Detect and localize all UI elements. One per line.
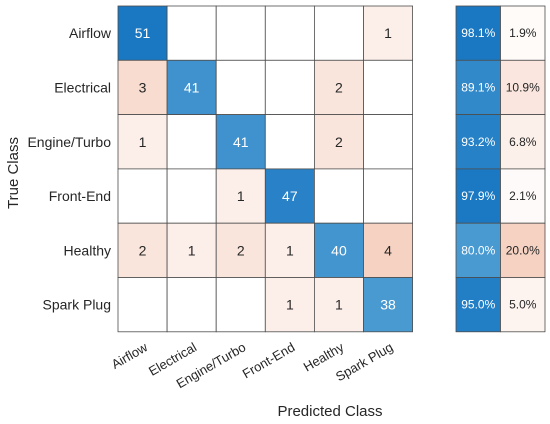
matrix-cell (117, 277, 168, 333)
matrix-cell-value: 41 (233, 134, 249, 150)
matrix-cell (166, 114, 217, 170)
summary-true-positive-rate: 80.0% (461, 243, 495, 257)
matrix-cell (363, 222, 413, 278)
column-label: Front-End (240, 339, 298, 381)
matrix-cell (166, 5, 217, 61)
matrix-cell (264, 168, 315, 224)
summary-false-negative-rate: 6.8% (509, 135, 537, 149)
summary-false-negative-rate: 5.0% (509, 298, 537, 312)
matrix-cell (264, 114, 315, 170)
row-label: Healthy (64, 242, 111, 258)
summary-false-negative-cell (500, 222, 546, 278)
summary-false-negative-cell (500, 168, 546, 224)
matrix-cell (363, 168, 413, 224)
matrix-cell-value: 2 (237, 242, 245, 258)
summary-false-negative-rate: 1.9% (509, 26, 537, 40)
summary-false-negative-rate: 20.0% (506, 243, 540, 257)
matrix-cell (313, 277, 364, 333)
matrix-cell-value: 1 (188, 242, 196, 258)
matrix-cell (215, 277, 266, 333)
summary-true-positive-rate: 97.9% (461, 189, 495, 203)
matrix-cell (313, 5, 364, 61)
summary-true-positive-rate: 95.0% (461, 298, 495, 312)
row-label: Engine/Turbo (27, 134, 111, 150)
matrix-cell (215, 5, 266, 61)
summary-false-negative-rate: 10.9% (506, 80, 540, 94)
matrix-cell-value: 40 (331, 242, 347, 258)
matrix-cell (117, 222, 168, 278)
summary-false-negative-cell (500, 59, 546, 115)
matrix-cell (215, 168, 266, 224)
row-label: Spark Plug (43, 297, 111, 313)
summary-true-positive-rate: 89.1% (461, 80, 495, 94)
summary-true-positive-rate: 98.1% (461, 26, 495, 40)
matrix-cell (117, 59, 168, 115)
matrix-cell-value: 2 (335, 79, 343, 95)
matrix-cell (313, 168, 364, 224)
matrix-cell-value: 1 (237, 188, 245, 204)
matrix-cell-value: 4 (384, 242, 392, 258)
row-label: Airflow (69, 25, 112, 41)
matrix-cell-value: 2 (139, 242, 147, 258)
row-label: Front-End (49, 188, 111, 204)
matrix-cell-value: 51 (135, 25, 151, 41)
matrix-cell-value: 38 (380, 297, 396, 313)
matrix-cell (166, 222, 217, 278)
matrix-cell (166, 59, 217, 115)
summary-false-negative-cell (500, 114, 546, 170)
summary-false-negative-cell (500, 277, 546, 333)
summary-true-positive-cell (455, 277, 501, 333)
matrix-cell (363, 114, 413, 170)
row-label: Electrical (54, 79, 111, 95)
matrix-cell (117, 168, 168, 224)
matrix-cell (264, 5, 315, 61)
matrix-cell (363, 277, 413, 333)
summary-true-positive-cell (455, 5, 501, 61)
summary-true-positive-cell (455, 114, 501, 170)
summary-false-negative-rate: 2.1% (509, 189, 537, 203)
matrix-cell (117, 5, 168, 61)
matrix-cell (166, 277, 217, 333)
matrix-cell-value: 1 (335, 297, 343, 313)
summary-true-positive-cell (455, 168, 501, 224)
matrix-cell (215, 59, 266, 115)
matrix-cell-value: 1 (384, 25, 392, 41)
matrix-cell-value: 47 (282, 188, 298, 204)
matrix-cell (166, 168, 217, 224)
matrix-cell-value: 1 (286, 297, 294, 313)
matrix-cell (215, 114, 266, 170)
summary-true-positive-cell (455, 59, 501, 115)
row-summary-cells: 98.1% 1.9% 89.1% 10.9% 93.2% 6.8% 97.9% 2.1% 80.… (455, 5, 546, 333)
matrix-cell-value: 3 (139, 79, 147, 95)
matrix-cells: 51 13 41 21 41 21 472 1 2 1 40 41 1 38 (117, 5, 413, 333)
y-axis-title: True Class (5, 137, 22, 209)
matrix-cell (363, 5, 413, 61)
matrix-cell (363, 59, 413, 115)
matrix-cell (264, 277, 315, 333)
matrix-cell-value: 2 (335, 134, 343, 150)
x-axis-title: Predicted Class (277, 403, 382, 420)
column-label: Airflow (109, 339, 151, 372)
matrix-cell-value: 1 (139, 134, 147, 150)
matrix-cell-value: 1 (286, 242, 294, 258)
matrix-cell (264, 59, 315, 115)
matrix-cell-value: 41 (184, 79, 200, 95)
row-labels: Airflow Electrical Engine/Turbo Front-End He… (27, 25, 112, 313)
summary-true-positive-rate: 93.2% (461, 135, 495, 149)
